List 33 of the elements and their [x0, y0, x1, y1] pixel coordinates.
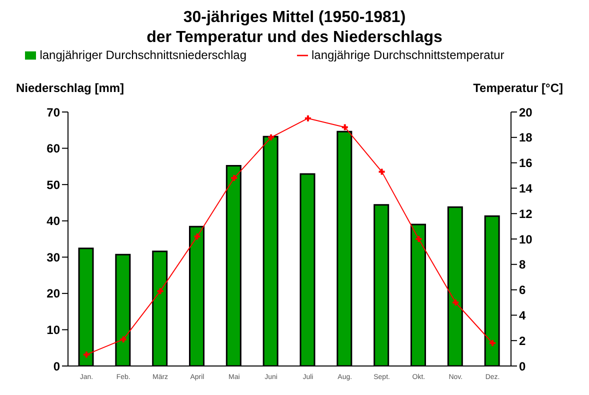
y-tick-label: 10: [46, 322, 60, 337]
point: [452, 298, 460, 306]
y2-tick-label: 14: [519, 181, 533, 196]
y-tick-label: 70: [46, 105, 60, 120]
point: [267, 133, 276, 142]
y-axis-title: Niederschlag [mm]: [16, 81, 124, 95]
y2-tick-label: 18: [519, 130, 533, 145]
y-tick-label: 30: [46, 250, 60, 264]
y2-tick-label: 4: [519, 308, 526, 322]
point: [340, 123, 349, 132]
y2-tick-label: 12: [519, 206, 533, 221]
y-tick-label: 50: [46, 178, 60, 192]
legend-label: langjähriger Durchschnittsniederschlag: [40, 48, 246, 62]
y-tick-label: 60: [46, 142, 60, 156]
y2-tick-label: 20: [519, 105, 533, 120]
y-tick-label: 0: [53, 359, 60, 374]
point: [304, 114, 312, 122]
point: [156, 287, 164, 296]
y2-tick-label: 10: [519, 232, 533, 246]
y2-tick-label: 16: [519, 156, 533, 170]
y-tick-label: 40: [46, 214, 60, 228]
point: [378, 168, 386, 176]
y2-tick-label: 6: [519, 283, 526, 298]
y2-axis-title: Temperatur [°C]: [473, 81, 563, 95]
point: [119, 335, 128, 344]
legend-label: langjährige Durchschnittstemperatur: [312, 48, 504, 62]
y2-tick-label: 0: [519, 359, 526, 374]
point: [414, 235, 423, 243]
y2-tick-label: 8: [519, 258, 526, 272]
chart-title: 30-jähriges Mittel (1950-1981): [182, 8, 407, 28]
chart-subtitle: der Temperatur und des Niederschlags: [146, 28, 444, 48]
y2-tick-label: 2: [519, 334, 526, 348]
y-tick-label: 20: [46, 286, 60, 301]
